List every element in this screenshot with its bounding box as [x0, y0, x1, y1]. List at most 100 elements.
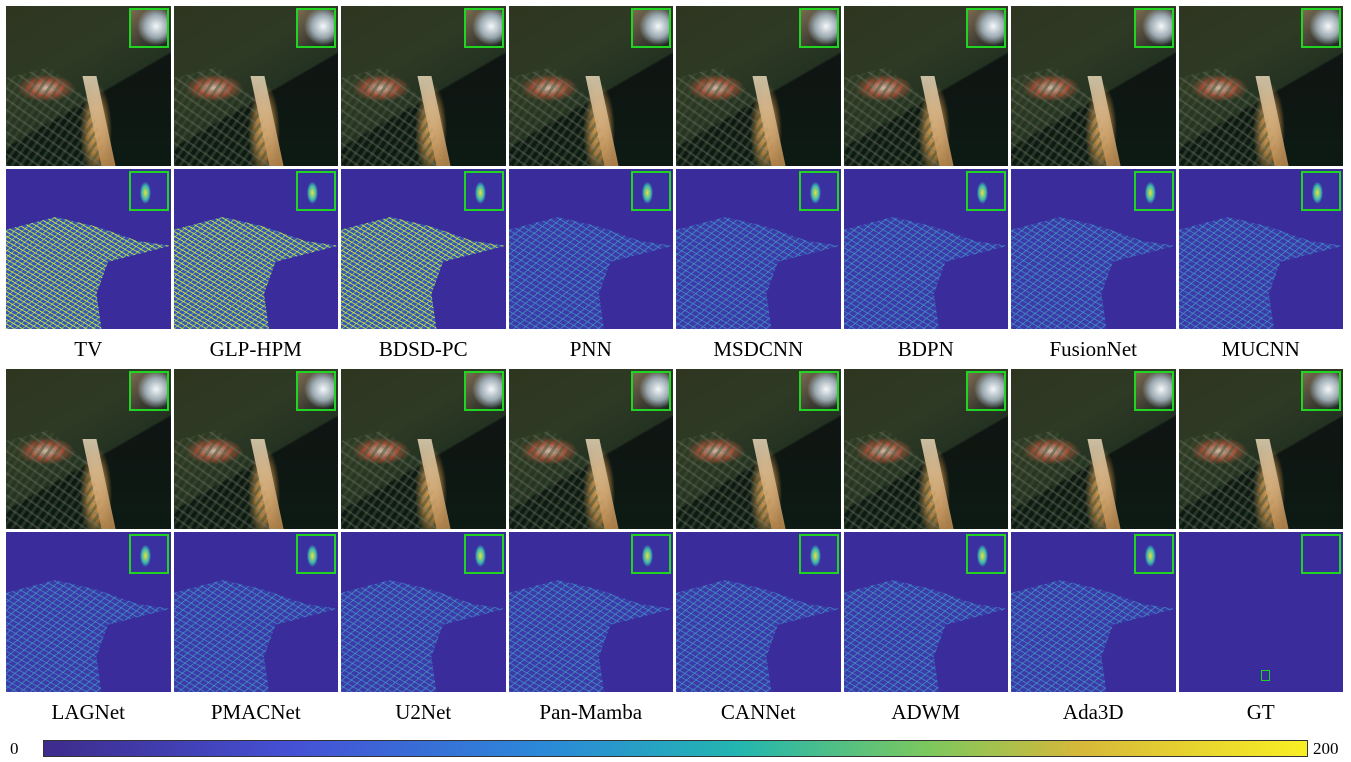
- fused-image: [676, 369, 841, 529]
- zoom-inset: [463, 371, 504, 411]
- colorbar-min-label: 0: [10, 739, 19, 758]
- method-label: FusionNet: [1049, 337, 1137, 361]
- method-label: CANNet: [720, 700, 796, 724]
- zoom-inset: [463, 171, 504, 211]
- zoom-inset: [631, 371, 671, 411]
- zoom-inset: [128, 8, 169, 48]
- error-map: [173, 169, 338, 329]
- zoom-inset: [128, 171, 169, 211]
- method-tile: [1178, 6, 1343, 329]
- method-row-2: LAGNet PMACNet U2Net Pan-Mamba CANNet AD…: [6, 369, 1345, 732]
- fused-image: [508, 6, 673, 166]
- fused-image: [676, 6, 841, 166]
- error-map: [843, 532, 1008, 692]
- zoom-inset: [798, 171, 839, 211]
- method-label: BDPN: [897, 337, 954, 361]
- zoom-inset: [1133, 371, 1174, 411]
- zoom-inset: [1133, 534, 1174, 574]
- method-tile: [1011, 6, 1176, 329]
- zoom-inset: [631, 171, 671, 211]
- zoom-inset: [463, 8, 504, 48]
- error-map: [676, 169, 841, 329]
- zoom-inset: [296, 8, 336, 48]
- method-tile: [1178, 369, 1343, 692]
- zoom-inset: [798, 534, 839, 574]
- zoom-inset: [296, 171, 336, 211]
- error-map: [508, 169, 673, 329]
- method-label: Pan-Mamba: [539, 700, 643, 724]
- method-tile: [173, 369, 338, 692]
- zoom-region-marker: [1260, 670, 1270, 681]
- zoom-inset: [1301, 8, 1341, 48]
- colorbar: [43, 740, 1308, 757]
- zoom-inset: [798, 371, 839, 411]
- method-tile: [173, 6, 338, 329]
- method-tile: [508, 6, 673, 329]
- zoom-inset: [631, 534, 671, 574]
- zoom-inset: [631, 8, 671, 48]
- error-map: [1011, 169, 1176, 329]
- zoom-inset: [1133, 8, 1174, 48]
- method-label: PMACNet: [210, 700, 301, 724]
- error-map: [341, 532, 506, 692]
- fused-image: [1178, 6, 1343, 166]
- zoom-inset: [296, 534, 336, 574]
- zoom-inset: [128, 534, 169, 574]
- method-tile: [843, 369, 1008, 692]
- method-tile: [341, 6, 506, 329]
- fused-image: [1011, 369, 1176, 529]
- method-label: MUCNN: [1221, 337, 1300, 361]
- zoom-inset: [966, 8, 1006, 48]
- fused-image: [6, 369, 171, 529]
- zoom-inset: [966, 171, 1006, 211]
- method-tile: [341, 369, 506, 692]
- error-map: [1011, 532, 1176, 692]
- fused-image: [1178, 369, 1343, 529]
- error-map: [6, 532, 171, 692]
- fused-image: [173, 369, 338, 529]
- zoom-inset: [1301, 534, 1341, 574]
- method-label: ADWM: [891, 700, 961, 724]
- fused-image: [508, 369, 673, 529]
- zoom-inset: [798, 8, 839, 48]
- error-map: [6, 169, 171, 329]
- zoom-inset: [1301, 171, 1341, 211]
- method-label: GT: [1246, 700, 1275, 724]
- zoom-inset: [1133, 171, 1174, 211]
- method-tile: [6, 369, 171, 692]
- fused-image: [341, 369, 506, 529]
- error-map: [1178, 532, 1343, 692]
- error-map: [341, 169, 506, 329]
- error-map: [508, 532, 673, 692]
- method-tile: [508, 369, 673, 692]
- error-map: [843, 169, 1008, 329]
- method-label: Ada3D: [1062, 700, 1124, 724]
- method-label: MSDCNN: [713, 337, 804, 361]
- colorbar-max-label: 200: [1313, 739, 1339, 758]
- error-map: [676, 532, 841, 692]
- method-row-1: TV GLP-HPM BDSD-PC PNN MSDCNN BDPN Fusio…: [6, 6, 1345, 369]
- fused-image: [341, 6, 506, 166]
- method-tile: [6, 6, 171, 329]
- zoom-inset: [966, 371, 1006, 411]
- method-label: TV: [74, 337, 103, 361]
- method-tile: [676, 6, 841, 329]
- zoom-inset: [966, 534, 1006, 574]
- zoom-inset: [296, 371, 336, 411]
- method-label: LAGNet: [51, 700, 125, 724]
- error-map: [173, 532, 338, 692]
- colorbar-legend: 0 200: [0, 739, 1351, 760]
- zoom-inset: [128, 371, 169, 411]
- zoom-inset: [1301, 371, 1341, 411]
- fused-image: [843, 369, 1008, 529]
- zoom-inset: [463, 534, 504, 574]
- method-tile: [843, 6, 1008, 329]
- method-label: BDSD-PC: [378, 337, 468, 361]
- method-label: PNN: [569, 337, 612, 361]
- fused-image: [6, 6, 171, 166]
- method-label: GLP-HPM: [209, 337, 302, 361]
- fused-image: [843, 6, 1008, 166]
- figure-grid: TV GLP-HPM BDSD-PC PNN MSDCNN BDPN Fusio…: [6, 6, 1345, 732]
- fused-image: [1011, 6, 1176, 166]
- method-tile: [676, 369, 841, 692]
